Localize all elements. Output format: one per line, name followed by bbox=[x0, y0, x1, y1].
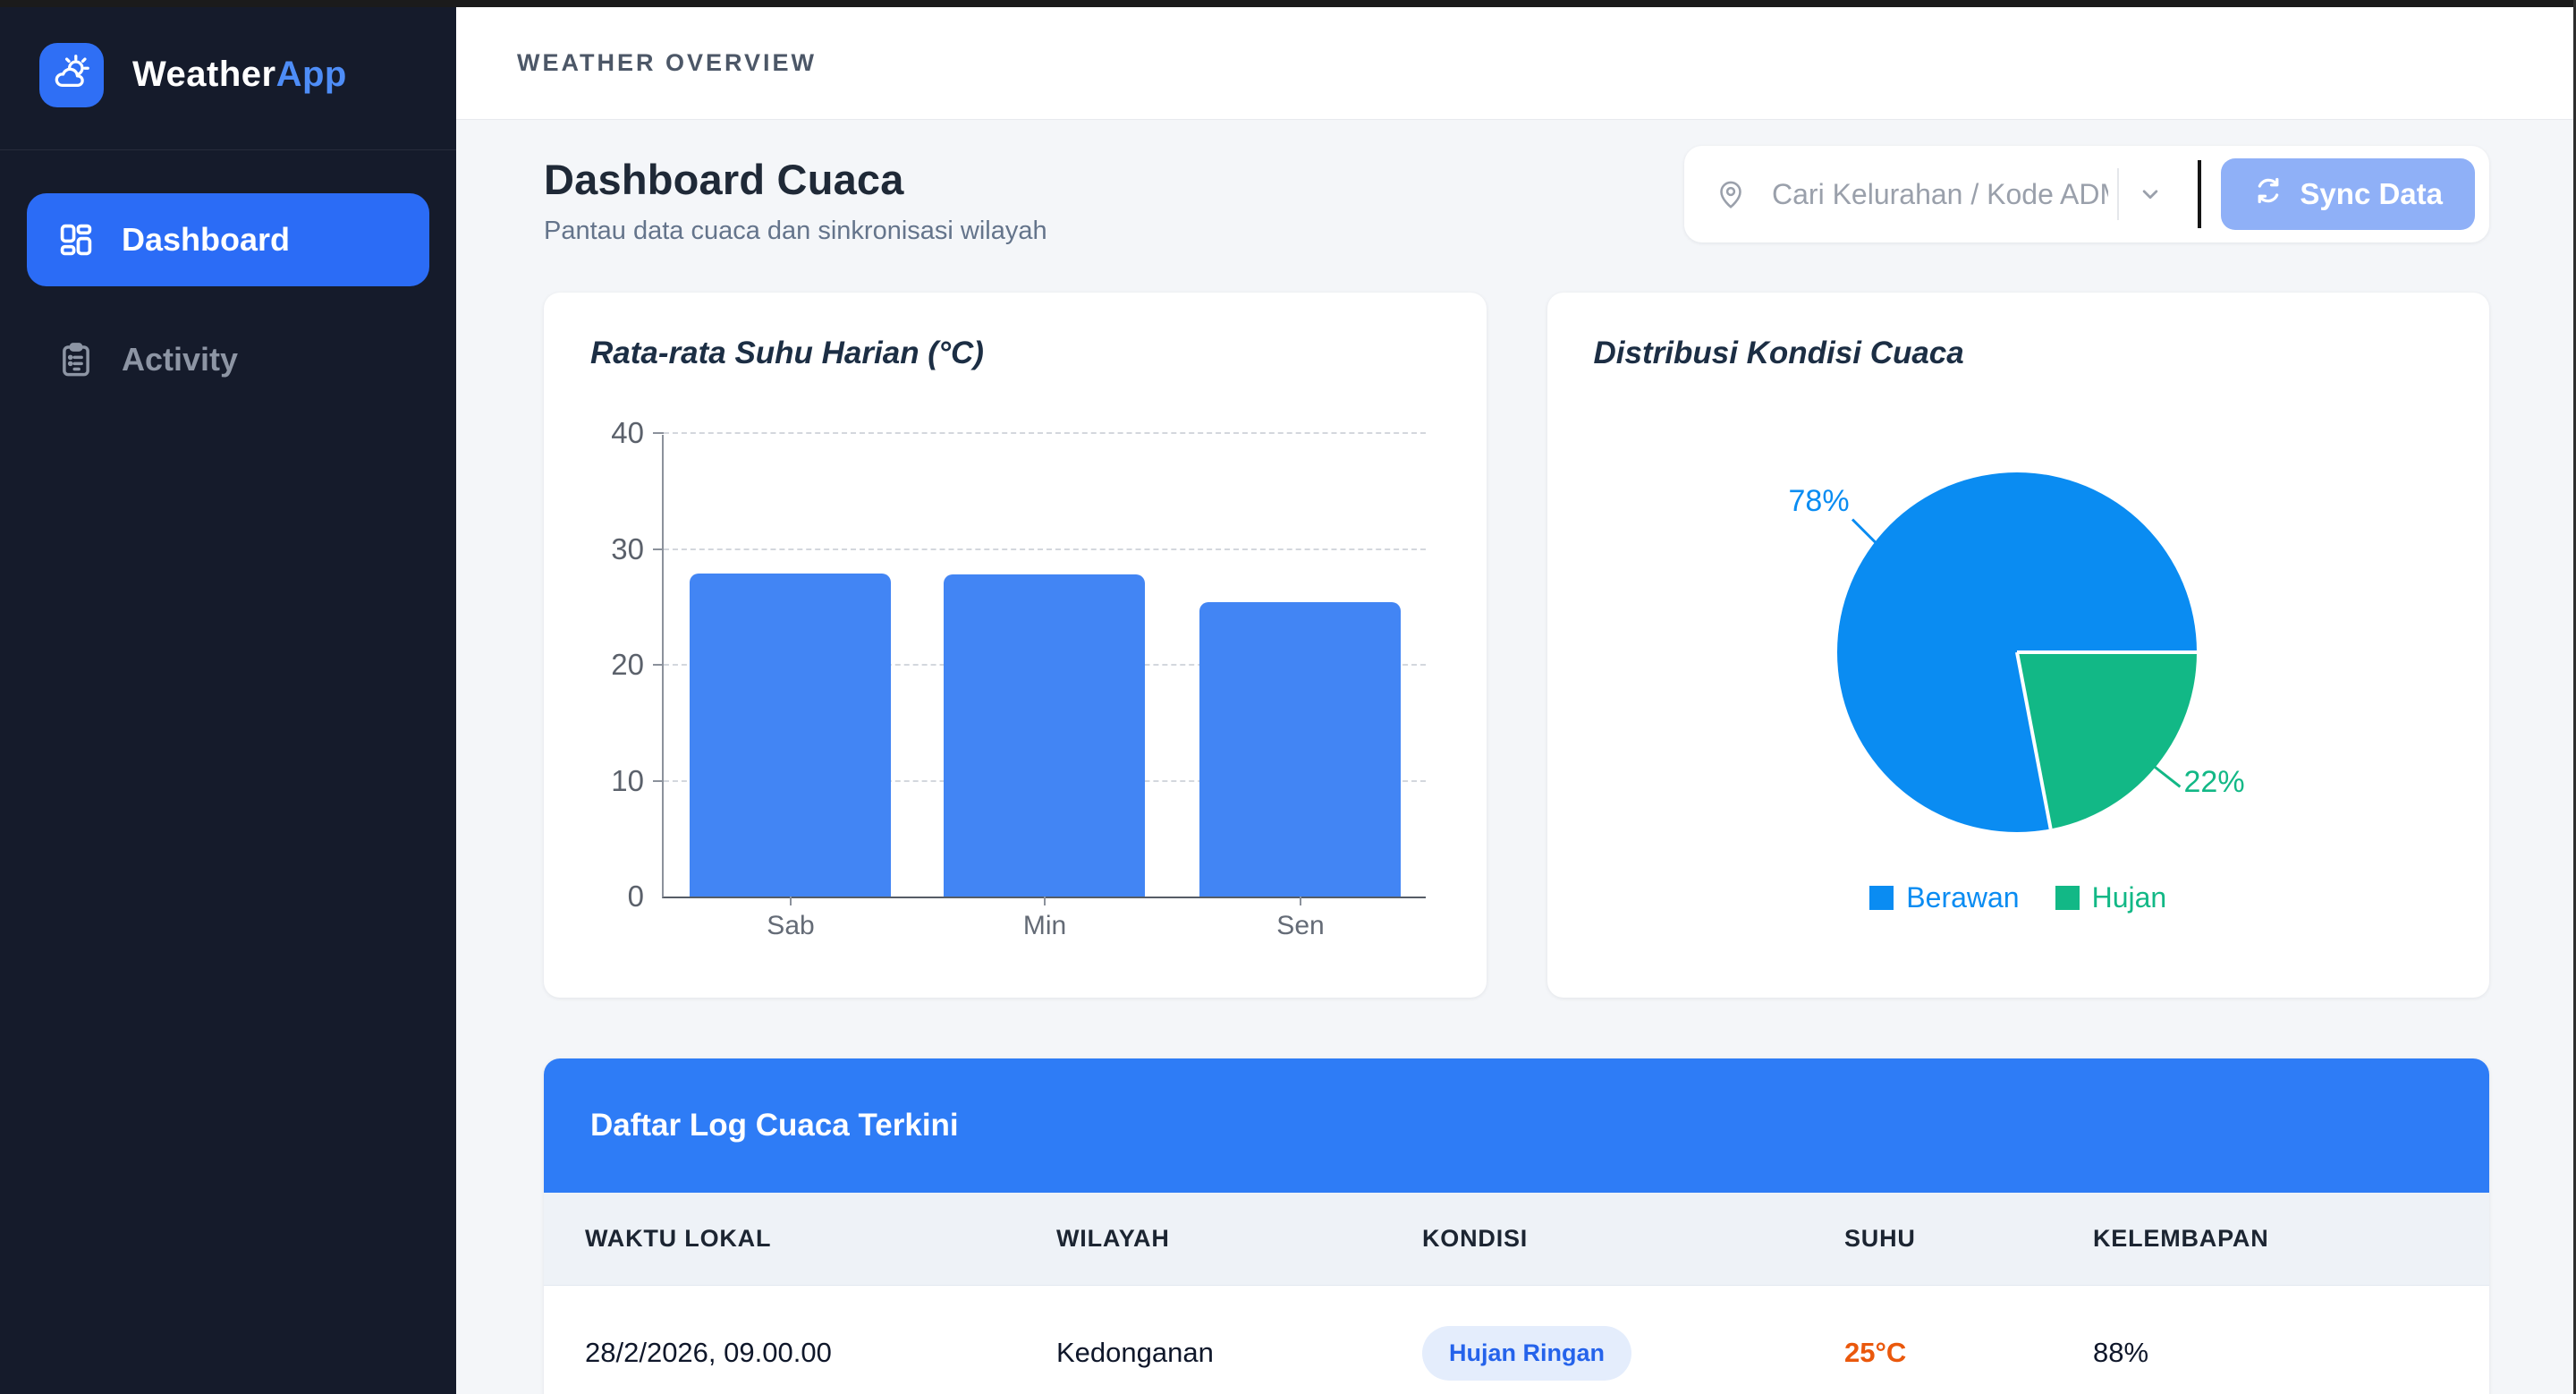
caret-divider bbox=[2198, 160, 2202, 228]
temperature-value: 25°C bbox=[1844, 1337, 1907, 1369]
sidebar-item-activity[interactable]: Activity bbox=[27, 313, 429, 406]
window-right-edge bbox=[2573, 0, 2576, 1394]
charts-row: Rata-rata Suhu Harian (°C) 0 10 20 30 40 bbox=[544, 293, 2489, 998]
y-axis-label: 0 bbox=[627, 880, 644, 913]
cell-kelembapan: 88% bbox=[2093, 1337, 2149, 1369]
x-axis-label: Sen bbox=[1276, 911, 1325, 940]
sync-data-button[interactable]: Sync Data bbox=[2221, 158, 2475, 230]
location-pin-icon bbox=[1715, 178, 1747, 210]
weather-log-card: Daftar Log Cuaca Terkini WAKTU LOKAL WIL… bbox=[544, 1058, 2489, 1394]
legend-label: Hujan bbox=[2091, 881, 2167, 914]
cell-wilayah: Kedonganan bbox=[1056, 1337, 1214, 1369]
dashboard-grid-icon bbox=[57, 221, 95, 259]
search-input[interactable] bbox=[1772, 177, 2109, 211]
table-row: 28/2/2026, 09.00.00 Kedonganan Hujan Rin… bbox=[544, 1285, 2489, 1394]
brand-accent: App bbox=[275, 55, 347, 94]
pie-chart-title: Distribusi Kondisi Cuaca bbox=[1593, 336, 1964, 370]
pie-slice-divider bbox=[2016, 650, 2197, 654]
col-wilayah: WILAYAH bbox=[1056, 1193, 1422, 1286]
brand-header: WeatherApp bbox=[0, 0, 456, 150]
app-logo bbox=[39, 42, 104, 107]
y-tick bbox=[653, 664, 664, 666]
toolbar-divider bbox=[2117, 168, 2120, 220]
x-axis-label: Sab bbox=[767, 911, 815, 940]
cell-suhu: 25°C bbox=[1844, 1285, 2093, 1394]
x-tick bbox=[790, 897, 792, 905]
y-axis-label: 20 bbox=[611, 648, 644, 681]
page-title-block: Dashboard Cuaca Pantau data cuaca dan si… bbox=[544, 155, 1047, 246]
top-header: WEATHER OVERVIEW bbox=[456, 7, 2576, 120]
clipboard-icon bbox=[57, 341, 95, 378]
condition-badge: Hujan Ringan bbox=[1422, 1325, 1631, 1381]
sun-cloud-icon bbox=[51, 52, 92, 98]
pie-value-label-hujan: 22% bbox=[2183, 765, 2245, 799]
x-axis-label: Min bbox=[1022, 911, 1067, 940]
main-content: Dashboard Cuaca Pantau data cuaca dan si… bbox=[456, 121, 2576, 1394]
y-axis-label: 30 bbox=[611, 531, 644, 565]
page-title: Dashboard Cuaca bbox=[544, 156, 904, 203]
chevron-down-icon[interactable] bbox=[2137, 181, 2164, 208]
weather-log-table: WAKTU LOKAL WILAYAH KONDISI SUHU KELEMBA… bbox=[544, 1193, 2489, 1394]
col-kondisi: KONDISI bbox=[1422, 1193, 1844, 1286]
search-sync-toolbar: Sync Data bbox=[1684, 146, 2489, 242]
x-tick bbox=[1300, 897, 1301, 905]
sync-button-label: Sync Data bbox=[2300, 177, 2443, 210]
sidebar-item-label: Dashboard bbox=[122, 221, 291, 258]
page-head: Dashboard Cuaca Pantau data cuaca dan si… bbox=[544, 146, 2489, 246]
col-kelembapan: KELEMBAPAN bbox=[2093, 1193, 2489, 1286]
brand-name: WeatherApp bbox=[132, 55, 347, 95]
y-axis-label: 10 bbox=[611, 763, 644, 797]
y-tick bbox=[653, 779, 664, 782]
bar-sen bbox=[1199, 602, 1401, 897]
bar-chart-plot: 0 10 20 30 40 Sab Min Sen bbox=[611, 416, 1426, 940]
sidebar: WeatherApp Dashboard bbox=[0, 0, 456, 1394]
y-axis-label: 40 bbox=[611, 416, 644, 449]
refresh-icon bbox=[2253, 175, 2284, 213]
pie-chart bbox=[1836, 472, 2197, 832]
page-subtitle: Pantau data cuaca dan sinkronisasi wilay… bbox=[544, 217, 1047, 245]
bar-chart-title: Rata-rata Suhu Harian (°C) bbox=[590, 336, 984, 370]
x-tick bbox=[1044, 897, 1046, 905]
gridline bbox=[664, 432, 1426, 434]
window-top-edge bbox=[0, 0, 2576, 7]
brand-primary: Weather bbox=[132, 55, 276, 94]
table-title: Daftar Log Cuaca Terkini bbox=[590, 1108, 959, 1143]
cell-kondisi: Hujan Ringan bbox=[1422, 1285, 1844, 1394]
y-tick bbox=[653, 432, 664, 434]
sidebar-item-label: Activity bbox=[122, 341, 239, 378]
cell-waktu: 28/2/2026, 09.00.00 bbox=[585, 1337, 832, 1369]
pie-chart-card: Distribusi Kondisi Cuaca 78% 22% Berawan bbox=[1546, 293, 2490, 998]
legend-item-hujan[interactable]: Hujan bbox=[2055, 881, 2167, 914]
pie-legend: Berawan Hujan bbox=[1547, 881, 2490, 914]
header-title: WEATHER OVERVIEW bbox=[517, 49, 818, 76]
gridline bbox=[664, 548, 1426, 550]
sidebar-item-dashboard[interactable]: Dashboard bbox=[27, 193, 429, 286]
pie-value-label-berawan: 78% bbox=[1788, 484, 1850, 518]
legend-label: Berawan bbox=[1906, 881, 2020, 914]
legend-swatch-hujan bbox=[2055, 886, 2080, 910]
legend-swatch-berawan bbox=[1869, 886, 1894, 910]
table-header-row: WAKTU LOKAL WILAYAH KONDISI SUHU KELEMBA… bbox=[544, 1193, 2489, 1286]
legend-item-berawan[interactable]: Berawan bbox=[1869, 881, 2020, 914]
col-waktu-lokal: WAKTU LOKAL bbox=[544, 1193, 1056, 1286]
col-suhu: SUHU bbox=[1844, 1193, 2093, 1286]
table-banner: Daftar Log Cuaca Terkini bbox=[544, 1058, 2489, 1193]
y-tick bbox=[653, 548, 664, 550]
bar-sab bbox=[690, 574, 891, 897]
bar-min bbox=[944, 574, 1145, 897]
pie-slice-divider bbox=[2014, 651, 2053, 829]
sidebar-nav: Dashboard Activity bbox=[0, 193, 456, 406]
bar-chart-card: Rata-rata Suhu Harian (°C) 0 10 20 30 40 bbox=[544, 293, 1487, 998]
